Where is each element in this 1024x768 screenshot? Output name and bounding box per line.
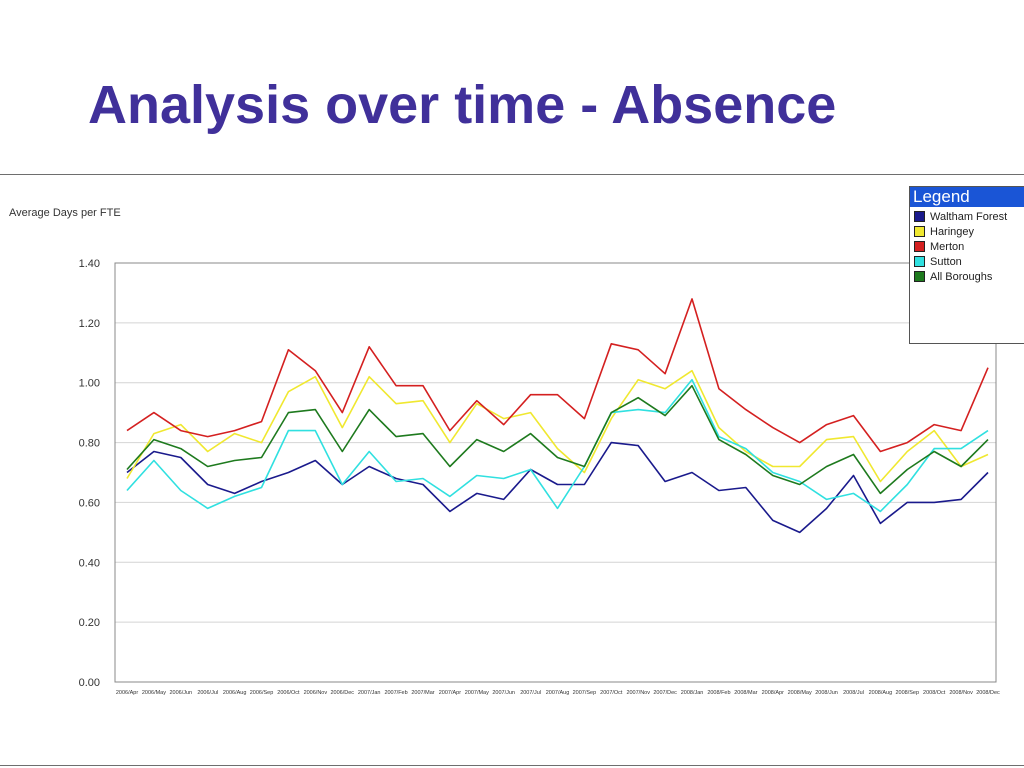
- x-tick-label: 2008/Aug: [869, 690, 893, 696]
- y-tick-label: 0.00: [79, 677, 100, 689]
- x-tick-label: 2008/Jul: [843, 690, 864, 696]
- x-tick-label: 2006/Oct: [277, 690, 300, 696]
- bottom-divider: [0, 765, 1024, 766]
- x-tick-label: 2007/Jul: [520, 690, 541, 696]
- legend-item: All Boroughs: [910, 269, 1024, 284]
- series-line-haringey: [126, 369, 989, 483]
- series-line-waltham-forest: [126, 441, 989, 534]
- legend-label: Haringey: [930, 225, 975, 238]
- legend-swatch: [914, 271, 925, 282]
- y-tick-label: 0.20: [79, 617, 100, 629]
- plot-frame: [114, 262, 997, 683]
- y-tick-label: 0.40: [79, 557, 100, 569]
- x-tick-label: 2007/Apr: [439, 690, 461, 696]
- x-tick-labels: 2006/Apr 2006/May 2006/Jun 2006/Jul 2006/Aug…: [116, 690, 1000, 696]
- x-tick-label: 2007/Jan: [358, 690, 381, 696]
- x-tick-label: 2007/Sep: [573, 690, 597, 696]
- x-tick-label: 2008/Sep: [896, 690, 920, 696]
- legend-item: Waltham Forest: [910, 209, 1024, 224]
- x-tick-label: 2006/Apr: [116, 690, 138, 696]
- x-tick-label: 2008/Apr: [762, 690, 784, 696]
- x-tick-label: 2007/Dec: [653, 690, 677, 696]
- y-tick-labels: 0.00 0.20 0.40 0.60 0.80 1.00 1.20 1.40: [79, 258, 100, 689]
- legend-list: Waltham Forest Haringey Merton Sutton All Bo…: [910, 207, 1024, 284]
- legend-title: Legend: [910, 187, 1024, 207]
- legend-item: Merton: [910, 239, 1024, 254]
- x-tick-label: 2007/Oct: [600, 690, 623, 696]
- legend-item: Haringey: [910, 224, 1024, 239]
- x-tick-label: 2008/Mar: [734, 690, 757, 696]
- series-line-sutton: [126, 378, 989, 513]
- x-tick-label: 2006/Sep: [250, 690, 274, 696]
- x-tick-label: 2006/Jun: [169, 690, 192, 696]
- y-tick-label: 1.20: [79, 318, 100, 330]
- x-tick-label: 2006/Nov: [304, 690, 328, 696]
- x-tick-label: 2007/Feb: [384, 690, 407, 696]
- legend-swatch: [914, 241, 925, 252]
- legend-label: Merton: [930, 240, 965, 253]
- x-tick-label: 2008/Feb: [707, 690, 730, 696]
- series-line-merton: [126, 298, 989, 453]
- top-divider: [0, 174, 1024, 175]
- gridlines: [115, 322, 996, 623]
- series-lines: [126, 298, 989, 534]
- legend-swatch: [914, 226, 925, 237]
- x-tick-label: 2008/Dec: [976, 690, 1000, 696]
- x-tick-label: 2006/May: [142, 690, 166, 696]
- series-line-all-boroughs: [126, 384, 989, 495]
- legend-label: All Boroughs: [930, 270, 993, 283]
- slide-title: Analysis over time - Absence: [88, 75, 837, 135]
- y-tick-label: 1.40: [79, 258, 100, 270]
- x-tick-label: 2007/May: [465, 690, 489, 696]
- y-axis-label: Average Days per FTE: [9, 207, 121, 219]
- x-tick-label: 2006/Dec: [330, 690, 354, 696]
- x-tick-label: 2007/Jun: [492, 690, 515, 696]
- legend-label: Waltham Forest: [930, 210, 1008, 223]
- x-tick-label: 2008/Jan: [681, 690, 704, 696]
- x-tick-label: 2008/Oct: [923, 690, 946, 696]
- legend: Legend Waltham Forest Haringey Merton Sutto…: [909, 186, 1024, 344]
- x-tick-label: 2008/Nov: [949, 690, 973, 696]
- legend-label: Sutton: [930, 255, 962, 268]
- x-tick-label: 2006/Jul: [197, 690, 218, 696]
- y-tick-label: 1.00: [79, 378, 100, 390]
- legend-swatch: [914, 211, 925, 222]
- legend-swatch: [914, 256, 925, 267]
- y-tick-label: 0.80: [79, 438, 100, 450]
- x-tick-label: 2007/Aug: [546, 690, 570, 696]
- x-tick-label: 2008/Jun: [815, 690, 838, 696]
- x-tick-label: 2008/May: [788, 690, 812, 696]
- x-tick-label: 2006/Aug: [223, 690, 247, 696]
- legend-item: Sutton: [910, 254, 1024, 269]
- x-tick-label: 2007/Mar: [411, 690, 434, 696]
- x-tick-label: 2007/Nov: [626, 690, 650, 696]
- y-tick-label: 0.60: [79, 497, 100, 509]
